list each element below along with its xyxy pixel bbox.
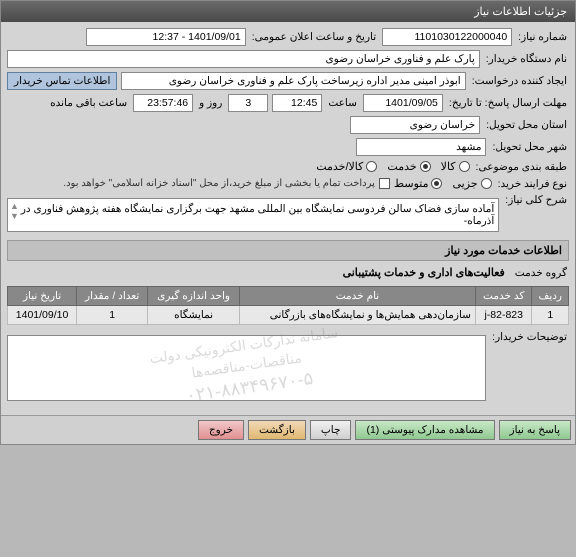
radio-goods (459, 161, 470, 172)
row-buyer-org: نام دستگاه خریدار: پارک علم و فناوری خرا… (7, 50, 569, 68)
th-4: تعداد / مقدار (77, 287, 148, 306)
payment-label: نوع فرایند خرید: (496, 178, 569, 190)
province-label: استان محل تحویل: (484, 119, 569, 131)
need-number-label: شماره نیاز: (516, 31, 569, 43)
row-need-number: شماره نیاز: 1101030122000040 تاریخ و ساع… (7, 28, 569, 46)
back-button[interactable]: بازگشت (248, 420, 306, 440)
td-0-3: نمایشگاه (148, 306, 240, 325)
need-number-field: 1101030122000040 (382, 28, 512, 46)
td-0-2: سازمان‌دهی همایش‌ها و نمایشگاه‌های بازرگ… (240, 306, 476, 325)
radio-service-item[interactable]: خدمت (387, 160, 430, 173)
radio-both-label: کالا/خدمت (316, 160, 363, 173)
contact-info-button[interactable]: اطلاعات تماس خریدار (7, 72, 117, 90)
th-3: واحد اندازه گیری (148, 287, 240, 306)
th-0: ردیف (532, 287, 569, 306)
requester-field: ابوذر امینی مدیر اداره زیرساخت پارک علم … (121, 72, 465, 90)
exit-button[interactable]: خروج (198, 420, 244, 440)
notes-box: سامانه تدارکات الکترونیکی دولت مناقصات-م… (7, 335, 486, 401)
payment-note: پرداخت تمام یا بخشی از مبلغ خرید،از محل … (63, 178, 375, 189)
td-0-5: 1401/09/10 (8, 306, 77, 325)
th-5: تاریخ نیاز (8, 287, 77, 306)
desc-text: آماده سازی فضاک سالن فردوسی نمایشگاه بین… (21, 203, 494, 227)
window-title: جزئیات اطلاعات نیاز (474, 6, 567, 18)
row-group: گروه خدمت فعالیت‌های اداری و خدمات پشتیب… (7, 263, 569, 282)
buyer-org-field: پارک علم و فناوری خراسان رضوی (7, 50, 480, 68)
th-1: کد خدمت (475, 287, 532, 306)
row-requester: ایجاد کننده درخواست: ابوذر امینی مدیر اد… (7, 72, 569, 90)
province-field: خراسان رضوی (350, 116, 480, 134)
time-label-1: ساعت (326, 97, 359, 109)
remain-label: ساعت باقی مانده (48, 97, 129, 109)
announce-label: تاریخ و ساعت اعلان عمومی: (250, 31, 378, 43)
radio-service (420, 161, 431, 172)
subject-radio-group: کالا خدمت کالا/خدمت (316, 160, 469, 173)
th-2: نام خدمت (240, 287, 476, 306)
row-subject-type: طبقه بندی موضوعی: کالا خدمت کالا/خدمت (7, 160, 569, 173)
attachments-button[interactable]: مشاهده مدارک پیوستی (1) (355, 420, 494, 440)
titlebar: جزئیات اطلاعات نیاز (1, 1, 575, 22)
payment-radio-group: جزیی متوسط (394, 177, 492, 190)
desc-box: ▲▼ آماده سازی فضاک سالن فردوسی نمایشگاه … (7, 198, 499, 232)
table-header-row: ردیف کد خدمت نام خدمت واحد اندازه گیری ت… (8, 287, 569, 306)
deadline-time-field: 12:45 (272, 94, 322, 112)
radio-medium-label: متوسط (394, 177, 429, 190)
content-area: شماره نیاز: 1101030122000040 تاریخ و ساع… (1, 22, 575, 415)
deadline-label: مهلت ارسال پاسخ: تا تاریخ: (447, 97, 569, 109)
td-0-0: 1 (532, 306, 569, 325)
services-table: ردیف کد خدمت نام خدمت واحد اندازه گیری ت… (7, 286, 569, 325)
radio-partial-label: جزیی (452, 177, 477, 190)
desc-label: شرح کلی نیاز: (503, 194, 569, 206)
buyer-org-label: نام دستگاه خریدار: (484, 53, 569, 65)
announce-field: 1401/09/01 - 12:37 (86, 28, 246, 46)
scroll-icon[interactable]: ▲▼ (10, 201, 19, 221)
requester-label: ایجاد کننده درخواست: (470, 75, 569, 87)
radio-both-item[interactable]: کالا/خدمت (316, 160, 377, 173)
days-count-field: 3 (228, 94, 268, 112)
row-notes: توضیحات خریدار: سامانه تدارکات الکترونیک… (7, 331, 569, 405)
radio-medium (431, 178, 442, 189)
row-description: شرح کلی نیاز: ▲▼ آماده سازی فضاک سالن فر… (7, 194, 569, 236)
radio-goods-item[interactable]: کالا (441, 160, 470, 173)
window: جزئیات اطلاعات نیاز شماره نیاز: 11010301… (0, 0, 576, 445)
print-button[interactable]: چاپ (310, 420, 352, 440)
remain-time-field: 23:57:46 (133, 94, 193, 112)
city-label: شهر محل تحویل: (490, 141, 569, 153)
subject-type-label: طبقه بندی موضوعی: (474, 161, 569, 173)
group-label: گروه خدمت (513, 267, 569, 279)
treasury-checkbox[interactable] (379, 178, 390, 189)
radio-both (366, 161, 377, 172)
group-title: فعالیت‌های اداری و خدمات پشتیبانی (339, 263, 509, 282)
radio-medium-item[interactable]: متوسط (394, 177, 443, 190)
td-0-1: j-82-823 (475, 306, 532, 325)
respond-button[interactable]: پاسخ به نیاز (499, 420, 571, 440)
radio-partial (481, 178, 492, 189)
radio-goods-label: کالا (441, 160, 456, 173)
row-deadline: مهلت ارسال پاسخ: تا تاریخ: 1401/09/05 سا… (7, 94, 569, 112)
td-0-4: 1 (77, 306, 148, 325)
days-and-label: روز و (197, 97, 224, 109)
footer-bar: پاسخ به نیاز مشاهده مدارک پیوستی (1) چاپ… (1, 415, 575, 444)
radio-partial-item[interactable]: جزیی (452, 177, 491, 190)
row-payment: نوع فرایند خرید: جزیی متوسط پرداخت تمام … (7, 177, 569, 190)
city-field: مشهد (356, 138, 486, 156)
row-city: شهر محل تحویل: مشهد (7, 138, 569, 156)
table-row[interactable]: 1 j-82-823 سازمان‌دهی همایش‌ها و نمایشگا… (8, 306, 569, 325)
watermark: سامانه تدارکات الکترونیکی دولت مناقصات-م… (148, 323, 345, 413)
section-header: اطلاعات خدمات مورد نیاز (7, 240, 569, 261)
notes-label: توضیحات خریدار: (490, 331, 569, 343)
deadline-date-field: 1401/09/05 (363, 94, 443, 112)
radio-service-label: خدمت (387, 160, 416, 173)
row-province: استان محل تحویل: خراسان رضوی (7, 116, 569, 134)
